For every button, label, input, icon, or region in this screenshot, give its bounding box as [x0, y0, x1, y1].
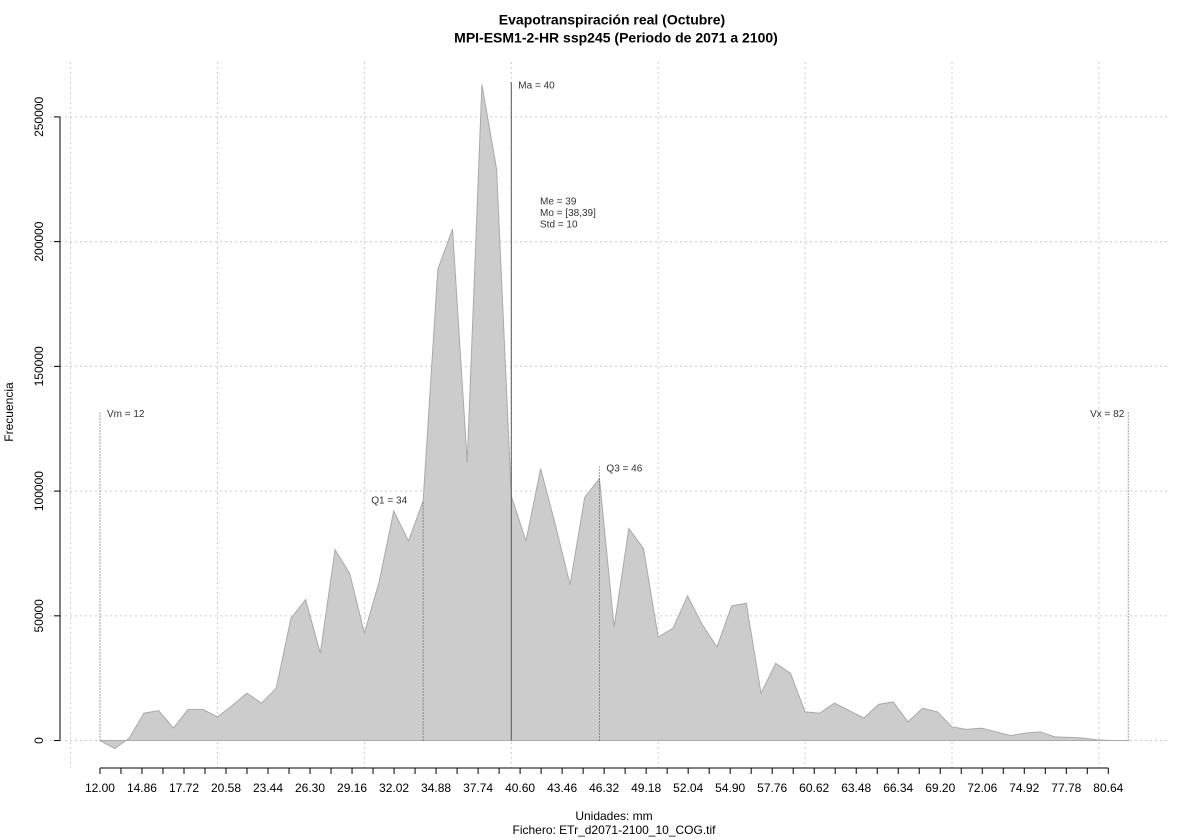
x-tick-label: 46.32: [589, 781, 619, 795]
x-tick-label: 20.58: [211, 781, 241, 795]
x-tick-label: 14.86: [127, 781, 157, 795]
x-tick-label: 74.92: [1009, 781, 1039, 795]
marker-label: Vm = 12: [107, 409, 145, 420]
y-tick-label: 250000: [32, 97, 46, 137]
x-tick-label: 43.46: [547, 781, 577, 795]
stat-label: Me = 39: [540, 197, 577, 208]
stat-label: Std = 10: [540, 220, 578, 231]
x-tick-label: 29.16: [337, 781, 367, 795]
x-tick-label: 60.62: [799, 781, 829, 795]
x-tick-label: 72.06: [967, 781, 997, 795]
x-tick-label: 49.18: [631, 781, 661, 795]
x-tick-label: 26.30: [295, 781, 325, 795]
x-tick-label: 23.44: [253, 781, 283, 795]
caption: Fichero: ETr_d2071-2100_10_COG.tif: [513, 823, 717, 837]
chart-title: Evapotranspiración real (Octubre): [499, 12, 725, 28]
chart-subtitle: MPI-ESM1-2-HR ssp245 (Periodo de 2071 a …: [454, 30, 778, 46]
y-tick-label: 50000: [32, 599, 46, 633]
x-tick-label: 40.60: [505, 781, 535, 795]
stat-label: Mo = [38,39]: [540, 208, 596, 219]
y-tick-label: 0: [32, 737, 46, 744]
x-tick-label: 34.88: [421, 781, 451, 795]
marker-label: Q1 = 34: [371, 496, 407, 507]
x-tick-label: 66.34: [883, 781, 913, 795]
x-axis-label: Unidades: mm: [575, 809, 652, 823]
x-tick-label: 77.78: [1051, 781, 1081, 795]
x-tick-label: 80.64: [1093, 781, 1123, 795]
x-tick-label: 12.00: [85, 781, 115, 795]
y-tick-label: 100000: [32, 471, 46, 511]
x-tick-label: 57.76: [757, 781, 787, 795]
x-tick-label: 63.48: [841, 781, 871, 795]
marker-label: Q3 = 46: [606, 463, 642, 474]
marker-label: Ma = 40: [518, 81, 555, 92]
x-tick-label: 32.02: [379, 781, 409, 795]
x-tick-label: 52.04: [673, 781, 703, 795]
x-tick-label: 69.20: [925, 781, 955, 795]
y-axis-label: Frecuencia: [2, 382, 16, 442]
y-tick-label: 200000: [32, 221, 46, 261]
x-tick-label: 54.90: [715, 781, 745, 795]
x-tick-label: 17.72: [169, 781, 199, 795]
y-tick-label: 150000: [32, 346, 46, 386]
area: [99, 84, 1129, 750]
marker-label: Vx = 82: [1090, 409, 1125, 420]
x-tick-label: 37.74: [463, 781, 493, 795]
